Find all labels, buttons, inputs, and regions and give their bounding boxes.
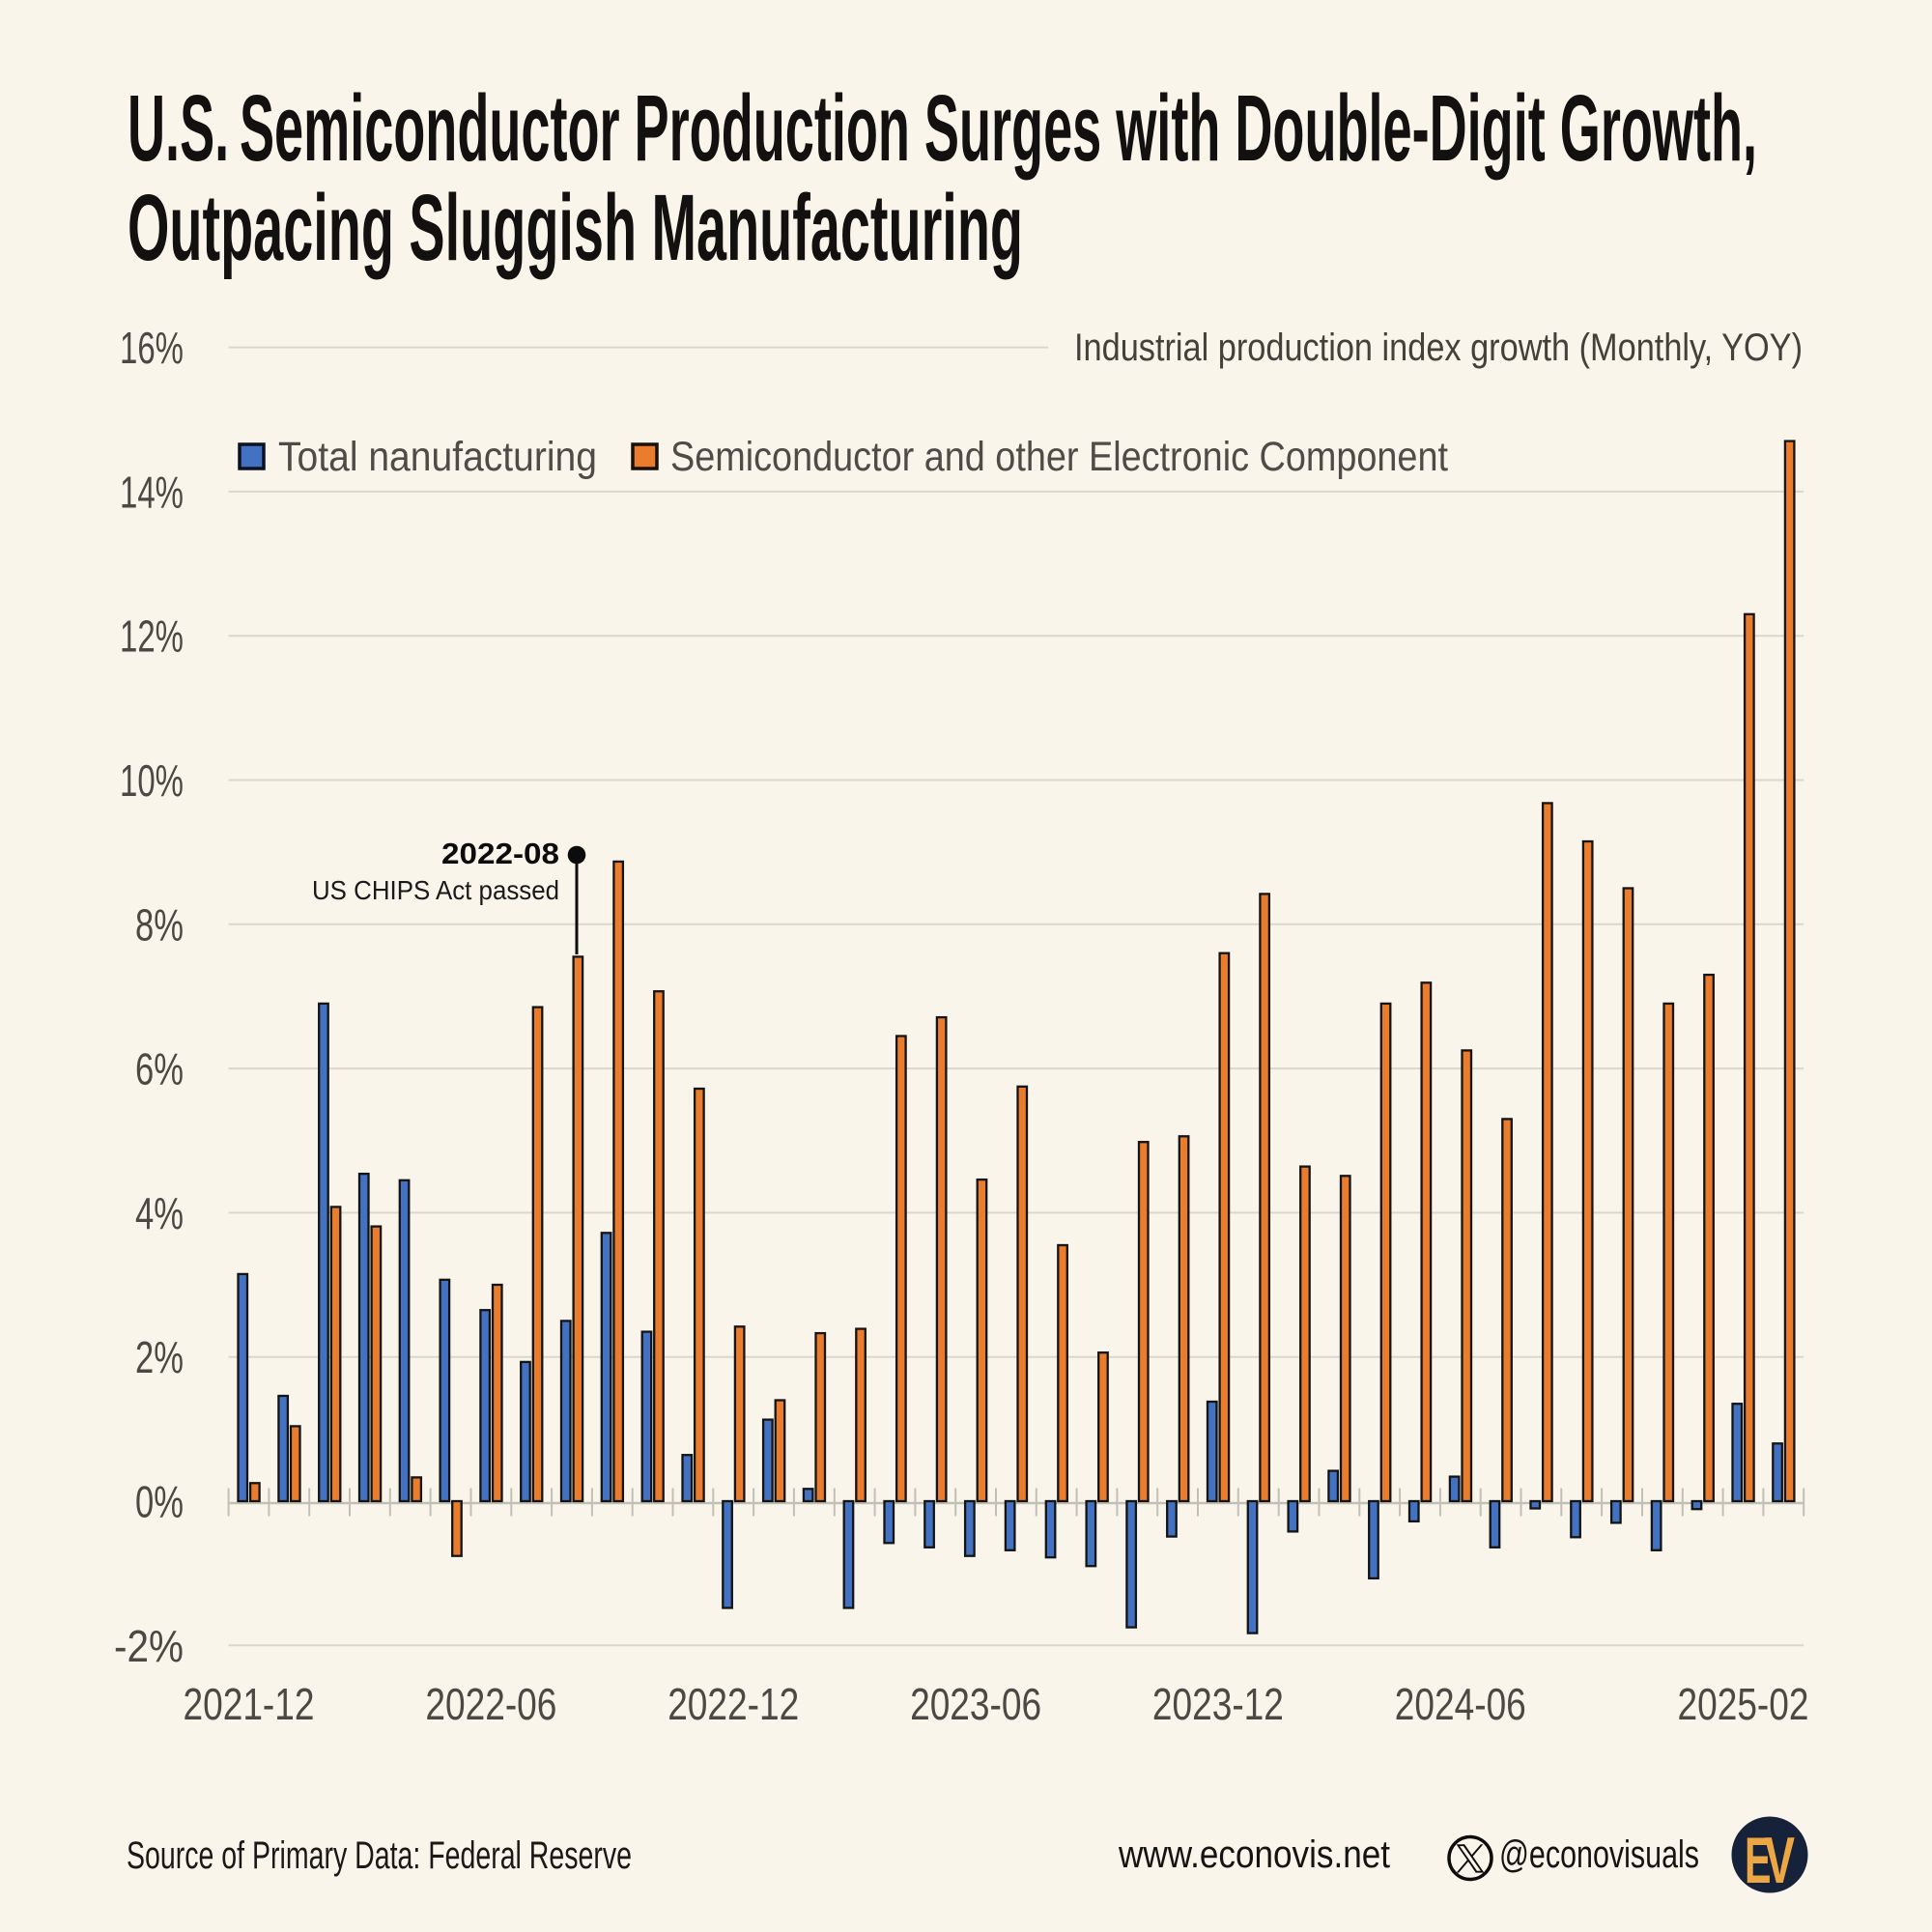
svg-text:V: V: [1765, 1824, 1796, 1897]
svg-text:4%: 4%: [135, 1188, 184, 1238]
svg-text:2%: 2%: [135, 1332, 184, 1382]
svg-text:Total nanufacturing: Total nanufacturing: [278, 434, 597, 480]
svg-text:2022-06: 2022-06: [425, 1679, 556, 1729]
svg-text:2022-12: 2022-12: [668, 1679, 799, 1729]
svg-text:U.S. Semiconductor Production: U.S. Semiconductor Production Surges wit…: [128, 75, 1757, 181]
svg-text:12%: 12%: [120, 611, 184, 662]
svg-text:14%: 14%: [120, 467, 184, 517]
svg-text:Outpacing Sluggish Manufacturi: Outpacing Sluggish Manufacturing: [128, 175, 1023, 280]
svg-text:-2%: -2%: [114, 1621, 184, 1671]
svg-text:US CHIPS Act passed: US CHIPS Act passed: [312, 875, 559, 905]
svg-text:Source of Primary Data: Federa: Source of Primary Data: Federal Reserve: [127, 1834, 632, 1877]
svg-text:www.econovis.net: www.econovis.net: [1118, 1833, 1390, 1876]
svg-text:2022-08: 2022-08: [441, 837, 559, 870]
svg-text:16%: 16%: [120, 323, 184, 373]
svg-text:0%: 0%: [135, 1477, 184, 1527]
svg-text:2023-12: 2023-12: [1152, 1679, 1284, 1729]
svg-text:8%: 8%: [135, 899, 184, 950]
svg-text:E: E: [1745, 1824, 1772, 1897]
svg-text:2024-06: 2024-06: [1395, 1679, 1526, 1729]
svg-text:Semiconductor and other Electr: Semiconductor and other Electronic Compo…: [670, 434, 1448, 480]
svg-text:Industrial production index gr: Industrial production index growth (Mont…: [1074, 327, 1803, 369]
svg-text:6%: 6%: [135, 1044, 184, 1094]
svg-text:@econovisuals: @econovisuals: [1499, 1833, 1699, 1876]
svg-text:10%: 10%: [120, 755, 184, 806]
svg-text:2023-06: 2023-06: [910, 1679, 1041, 1729]
svg-text:2021-12: 2021-12: [184, 1679, 315, 1729]
svg-text:2025-02: 2025-02: [1678, 1679, 1809, 1729]
